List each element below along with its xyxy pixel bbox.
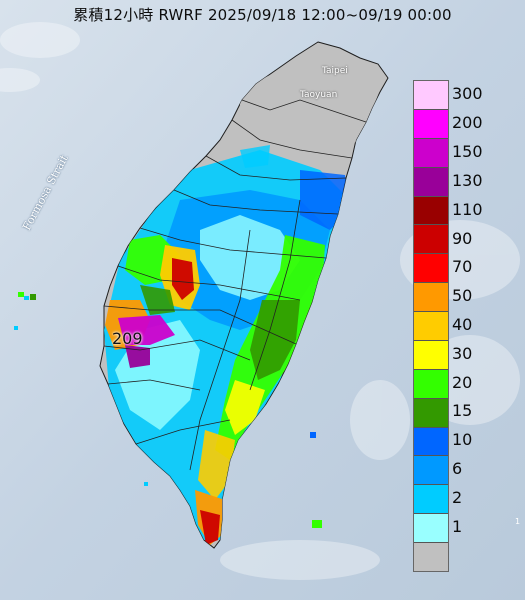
legend-label: 15 (452, 401, 473, 421)
city-label-taipei: Taipei (322, 66, 348, 76)
rainfall-legend-labels: 300 200 150 130 110 90 70 50 40 30 20 15 10 6 2 1 (452, 80, 512, 570)
legend-label: 200 (452, 113, 483, 133)
legend-label: 10 (452, 430, 473, 450)
legend-label: 1 (452, 516, 463, 536)
rainfall-fields (104, 60, 380, 545)
legend-label: 40 (452, 315, 473, 334)
legend-label: 130 (452, 170, 483, 190)
legend-swatch (414, 109, 448, 139)
legend-label: 90 (452, 228, 473, 248)
legend-label: 30 (452, 343, 473, 363)
legend-swatch (414, 427, 448, 457)
legend-swatch (414, 167, 448, 197)
city-label-taoyuan: Taoyuan (300, 90, 338, 100)
legend-label: 20 (452, 372, 473, 392)
peak-rainfall-label: 209 (112, 329, 143, 348)
map-title: 累積12小時 RWRF 2025/09/18 12:00~09/19 00:00 (73, 6, 452, 24)
legend-swatch (414, 340, 448, 370)
county-borders (103, 99, 367, 471)
legend-swatch (414, 485, 448, 515)
legend-swatch (414, 312, 448, 341)
legend-label: 50 (452, 286, 473, 306)
legend-label: 70 (452, 257, 473, 277)
legend-swatch (414, 543, 448, 571)
legend-swatch (414, 254, 448, 284)
legend-swatch (414, 196, 448, 226)
legend-label: 300 (452, 84, 483, 104)
legend-swatch (414, 138, 448, 168)
offshore-islands (14, 292, 322, 528)
rainfall-legend (413, 80, 449, 572)
legend-swatch (414, 456, 448, 486)
legend-swatch (414, 225, 448, 255)
legend-label: 150 (452, 142, 483, 162)
legend-label: 6 (452, 459, 463, 479)
legend-swatch (414, 369, 448, 399)
legend-swatch (414, 514, 448, 543)
taiwan-island (99, 41, 389, 549)
legend-label: 110 (452, 199, 483, 219)
legend-label: 2 (452, 487, 463, 507)
legend-swatch (414, 81, 448, 110)
edge-mark: 1 (515, 517, 521, 526)
legend-swatch (414, 283, 448, 312)
legend-swatch (414, 398, 448, 428)
